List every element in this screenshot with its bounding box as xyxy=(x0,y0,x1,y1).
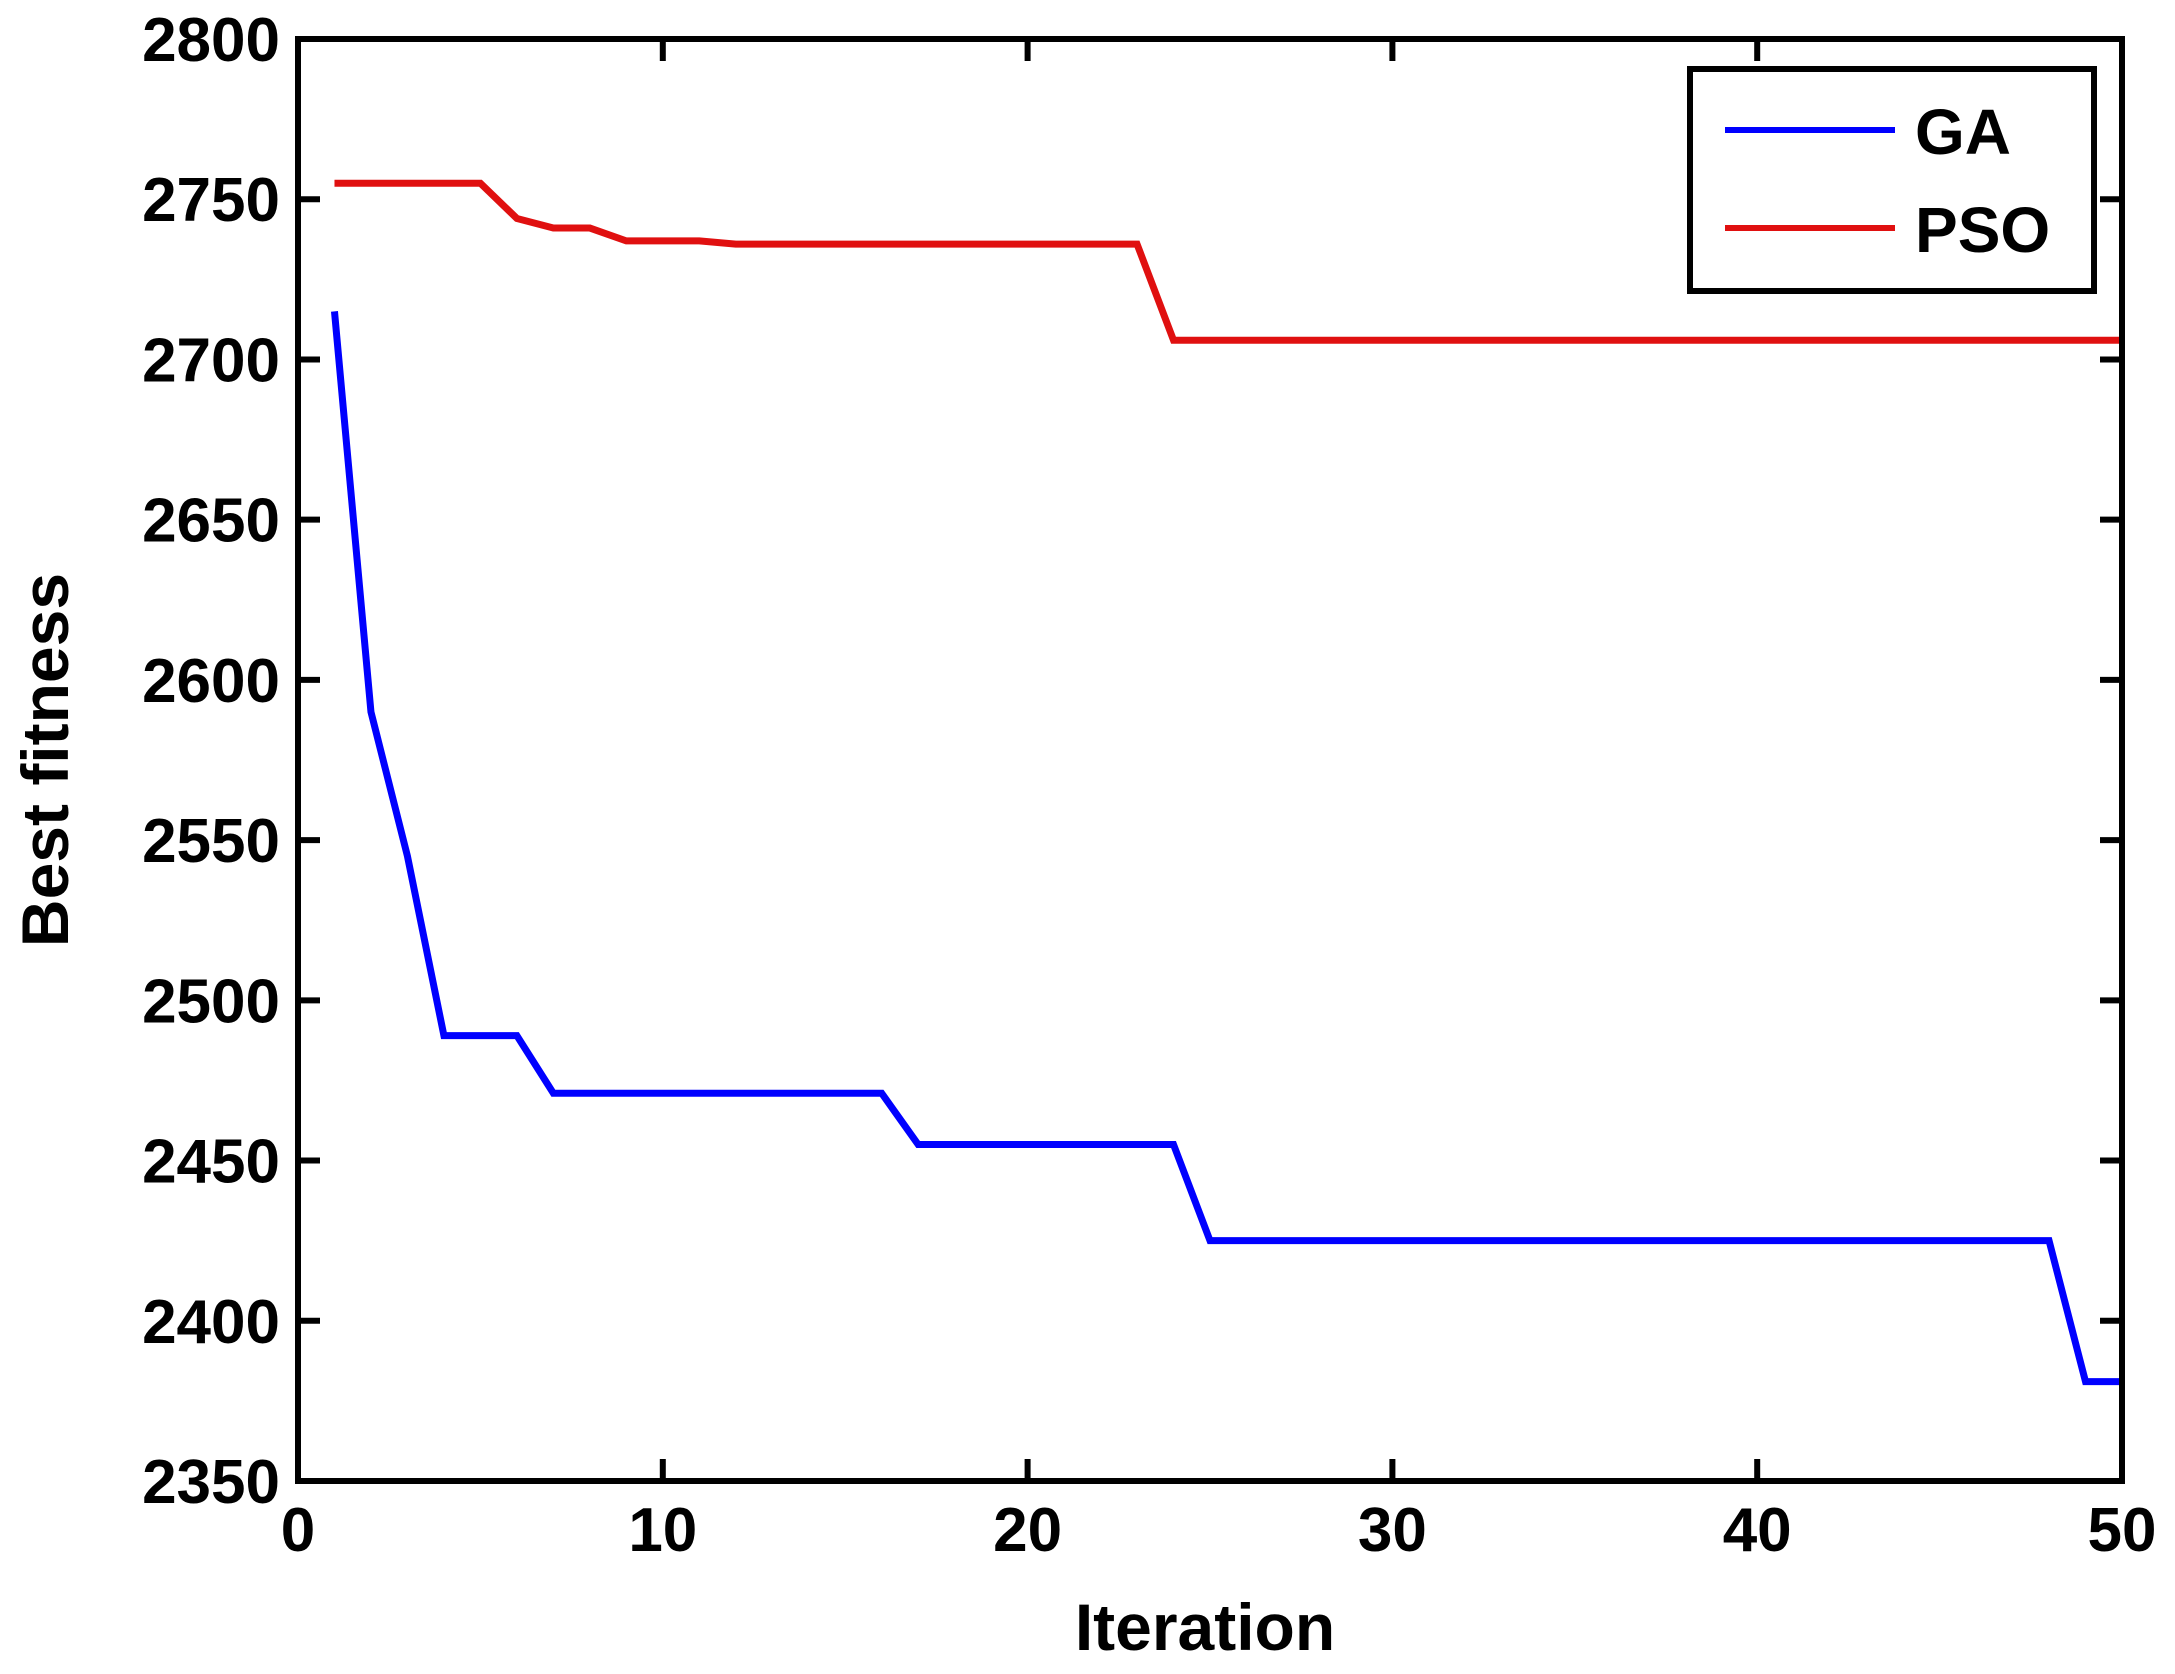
y-axis-label: Best fitness xyxy=(8,573,82,947)
y-tick-label: 2350 xyxy=(142,1448,280,1517)
y-tick-label: 2650 xyxy=(142,487,280,556)
ticks-layer: 0 10 20 30 40 50 2350 2400 2450 2500 2550 2600 2650 2… xyxy=(142,6,2156,1565)
y-tick-label: 2500 xyxy=(142,967,280,1036)
legend-box xyxy=(1687,66,2097,294)
series-line-pso xyxy=(334,179,2122,344)
y-tick-label: 2750 xyxy=(142,166,280,235)
legend: GA PSO xyxy=(1687,66,2097,294)
x-tick-label: 30 xyxy=(1358,1496,1427,1565)
legend-label-pso: PSO xyxy=(1915,194,2050,266)
x-axis-label: Iteration xyxy=(1075,1590,1335,1664)
series-line-ga xyxy=(330,311,2122,1386)
y-tick-label: 2700 xyxy=(142,326,280,395)
legend-label-ga: GA xyxy=(1915,96,2011,168)
plot-frame xyxy=(295,36,2125,1484)
series-layer xyxy=(330,179,2122,1386)
y-tick-label: 2400 xyxy=(142,1288,280,1357)
x-tick-label: 20 xyxy=(993,1496,1062,1565)
y-tick-label: 2450 xyxy=(142,1128,280,1197)
x-tick-label: 50 xyxy=(2088,1496,2157,1565)
y-tick-label: 2800 xyxy=(142,6,280,75)
y-tick-label: 2600 xyxy=(142,647,280,716)
x-tick-label: 10 xyxy=(628,1496,697,1565)
y-tick-label: 2550 xyxy=(142,807,280,876)
x-tick-label: 40 xyxy=(1723,1496,1792,1565)
x-tick-label: 0 xyxy=(281,1496,315,1565)
